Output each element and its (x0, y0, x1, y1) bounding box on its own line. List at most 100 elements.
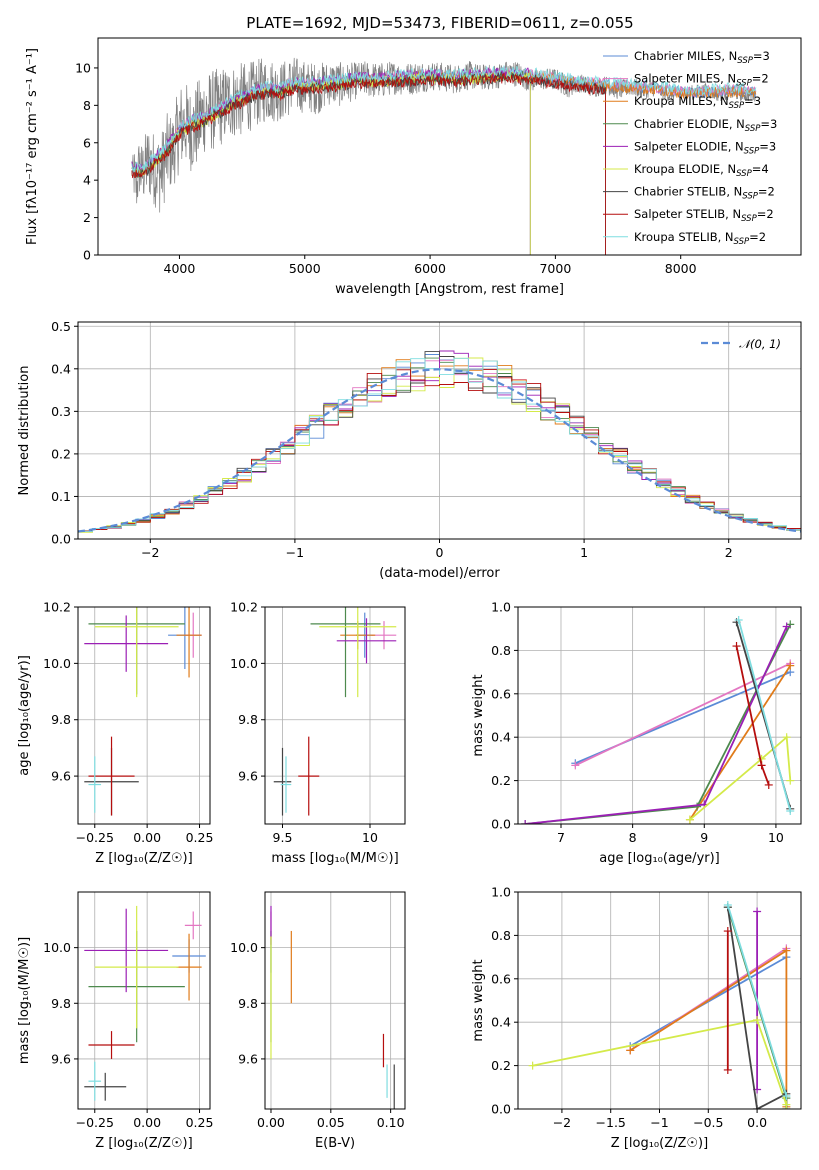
x-tick-label: 0.05 (317, 1115, 345, 1130)
x-axis-label: mass [log₁₀(M/M☉)] (271, 851, 398, 866)
errorbar-point-7 (88, 736, 135, 816)
x-tick-label: 0.00 (257, 1115, 285, 1130)
figure-title: PLATE=1692, MJD=53473, FIBERID=0611, z=0… (246, 14, 633, 32)
y-axis-label: mass weight (471, 674, 486, 756)
weight-line-8 (726, 904, 788, 1097)
legend-label: Salpeter MILES, NSSP=2 (634, 72, 769, 89)
x-tick-label: −1 (286, 545, 304, 560)
y-tick-label: 10.0 (43, 656, 71, 671)
errorbar-point-4 (84, 908, 169, 993)
errorbar-point-1 (184, 911, 202, 940)
normal-reference-curve (78, 368, 801, 533)
x-axis-label: (data-model)/error (379, 566, 500, 581)
x-tick-label: 0.25 (186, 830, 214, 845)
legend-label: Salpeter ELODIE, NSSP=3 (634, 139, 776, 156)
weight-marker (753, 907, 762, 916)
y-tick-label: 9.8 (51, 996, 71, 1011)
y-tick-label: 9.8 (51, 712, 71, 727)
weight-marker (571, 761, 580, 770)
legend-label-value: =3 (753, 49, 770, 63)
weight-marker (734, 616, 743, 625)
y-tick-label: 0.4 (491, 730, 511, 745)
x-axis-label: Z [log₁₀(Z/Z☉)] (95, 1136, 192, 1151)
mass_vs_ebv-plot-area (270, 905, 395, 1109)
y-tick-label: 0.8 (491, 928, 511, 943)
residuals-panel: −2 −1 0 1 2 0.0 0.1 0.2 0.3 0.4 0.5 (data-model)/er… (17, 319, 802, 581)
y-tick-label: 0.6 (491, 686, 511, 701)
axes-frame (264, 606, 406, 825)
spectrum-panel: 4000 5000 6000 7000 8000 0 2 4 6 8 10 wavelength [A… (25, 37, 802, 297)
weight_vs_Z-panel: −2 −1.5 −1 −0.5 0.0 0.0 0.2 0.4 0.6 0.8 1.0 Z [log₁… (471, 885, 802, 1151)
y-tick-label: 2 (83, 210, 91, 225)
y-axis-label: Normed distribution (17, 366, 32, 496)
mass_vs_ebv-panel: 0.00 0.05 0.10 9.6 9.8 10.0 E(B-V) (230, 891, 406, 1151)
legend-label-value: =3 (759, 139, 776, 153)
x-tick-label: 8 (629, 830, 637, 845)
histogram-step-4 (78, 350, 801, 533)
y-tick-label: 9.8 (238, 712, 258, 727)
weight-line-0 (629, 956, 787, 1047)
legend-label-main: Kroupa ELODIE, N (634, 162, 736, 176)
legend-label: Kroupa MILES, NSSP=3 (634, 94, 761, 111)
y-tick-label: 6 (83, 135, 91, 150)
legend-label-value: =2 (752, 72, 769, 86)
y-tick-label: 10 (75, 60, 91, 75)
x-axis-label: Z [log₁₀(Z/Z☉)] (611, 1136, 708, 1151)
x-tick-label: 5000 (289, 261, 321, 276)
legend-label: Chabrier MILES, NSSP=3 (634, 49, 770, 66)
errorbar-point-8 (280, 756, 292, 813)
x-tick-label: 0.10 (377, 1115, 405, 1130)
weight_vs_Z-plot-area (528, 901, 791, 1109)
legend-label-main: Chabrier ELODIE, N (634, 117, 745, 131)
x-tick-label: 0.00 (133, 830, 161, 845)
legend-label-main: Salpeter ELODIE, N (634, 139, 744, 153)
weight-marker (786, 806, 795, 815)
y-axis-label: age [log₁₀(age/yr)] (17, 655, 32, 776)
weight-marker (786, 661, 795, 670)
x-tick-label: 2 (725, 545, 733, 560)
y-tick-label: 0.6 (491, 971, 511, 986)
legend-label-value: =3 (744, 94, 761, 108)
legend-label-value: =2 (758, 185, 775, 199)
errorbar-point-5 (94, 905, 179, 1029)
errorbar-point-5 (319, 607, 397, 698)
errorbar-point-4 (84, 615, 169, 672)
legend-label: 𝒩(0, 1) (739, 337, 781, 351)
x-tick-label: −2 (141, 545, 159, 560)
weight-marker (723, 927, 732, 936)
weight-line-2 (689, 665, 792, 821)
y-tick-label: 9.6 (238, 1051, 258, 1066)
y-tick-label: 10.0 (230, 940, 258, 955)
age_vs_mass-panel: 9.5 10 9.6 9.8 10.0 10.2 mass [log₁₀(M/M☉)] (230, 600, 406, 866)
legend-label-main: Salpeter MILES, N (634, 72, 736, 86)
x-tick-label: −0.25 (76, 830, 114, 845)
x-tick-label: −1 (650, 1115, 668, 1130)
histogram-step-8 (78, 357, 801, 532)
legend-label-sub: SSP (741, 214, 757, 224)
age_vs_Z-plot-area (84, 607, 202, 816)
legend-label: Kroupa ELODIE, NSSP=4 (634, 162, 769, 179)
weight-marker (782, 733, 791, 742)
y-tick-label: 1.0 (491, 600, 511, 615)
legend-label-sub: SSP (729, 101, 745, 111)
age_vs_Z-panel: −0.25 0.00 0.25 9.6 9.8 10.0 10.2 Z [log₁₀(Z/Z☉… (17, 600, 214, 867)
weight-marker (693, 802, 702, 811)
y-axis-label: mass [log₁₀(M/M☉)] (17, 937, 32, 1064)
weight-marker (782, 622, 791, 631)
y-tick-label: 0.3 (51, 404, 71, 419)
y-tick-label: 0.0 (491, 1102, 511, 1117)
weight-marker (782, 946, 791, 955)
weight-marker (757, 761, 766, 770)
x-tick-label: −1.5 (596, 1115, 626, 1130)
legend-label-value: =4 (752, 162, 769, 176)
y-axis-label: Flux [fλ10⁻¹⁷ erg cm⁻² s⁻¹ A⁻¹] (25, 48, 40, 245)
y-tick-label: 9.6 (238, 769, 258, 784)
age_vs_mass-plot-area (273, 607, 397, 816)
weight-marker (521, 820, 530, 824)
x-tick-label: 0 (436, 545, 444, 560)
weight-marker (732, 642, 741, 651)
weight-marker (723, 1065, 732, 1074)
